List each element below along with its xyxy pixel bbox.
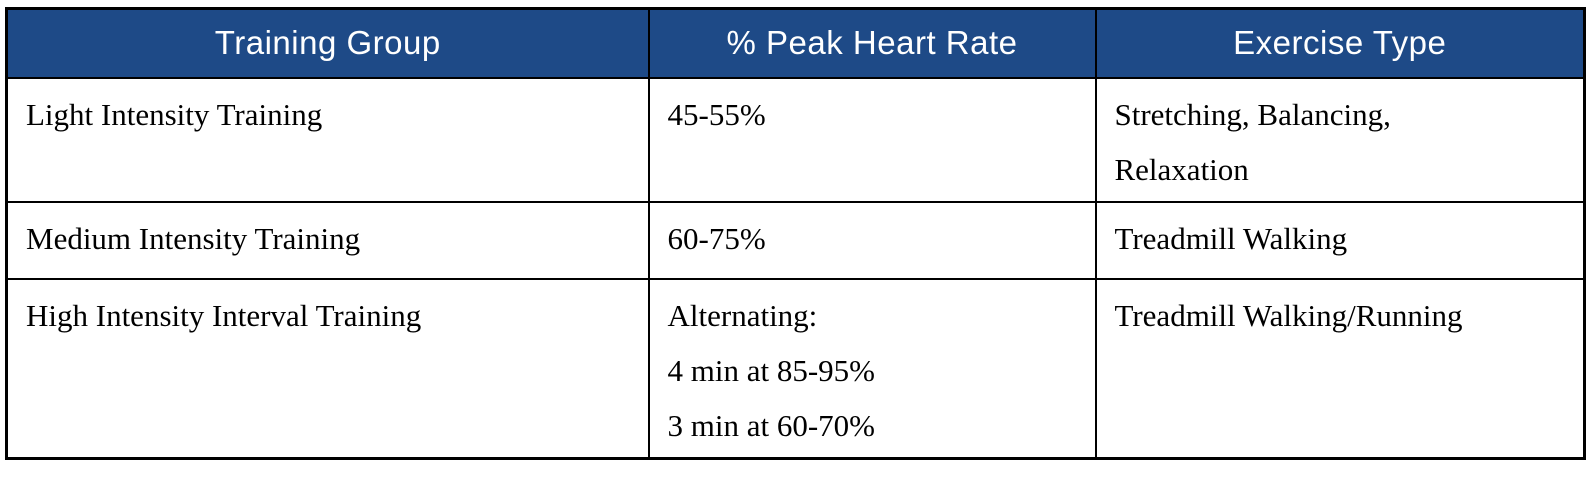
cell-medium-peak-heart-rate: 60-75%: [647, 200, 1097, 280]
cell-light-peak-heart-rate: 45-55%: [647, 76, 1097, 203]
cell-light-exercise-type: Stretching, Balancing, Relaxation: [1094, 76, 1586, 203]
table-row-high-intensity: High Intensity Interval Training Alterna…: [5, 277, 1586, 459]
cell-light-training-group: Light Intensity Training: [5, 76, 650, 203]
header-cell-peak-heart-rate: % Peak Heart Rate: [647, 7, 1097, 79]
header-cell-training-group: Training Group: [5, 7, 650, 79]
training-intensity-table: Training Group % Peak Heart Rate Exercis…: [5, 7, 1586, 460]
cell-high-exercise-type: Treadmill Walking/Running: [1094, 277, 1586, 459]
header-row: Training Group % Peak Heart Rate Exercis…: [5, 7, 1586, 79]
cell-high-peak-heart-rate: Alternating: 4 min at 85-95% 3 min at 60…: [647, 277, 1097, 459]
header-cell-exercise-type: Exercise Type: [1094, 7, 1586, 79]
cell-medium-exercise-type: Treadmill Walking: [1094, 200, 1586, 280]
table-row-light-intensity: Light Intensity Training 45-55% Stretchi…: [5, 76, 1586, 203]
table-row-medium-intensity: Medium Intensity Training 60-75% Treadmi…: [5, 200, 1586, 280]
cell-high-training-group: High Intensity Interval Training: [5, 277, 650, 459]
cell-medium-training-group: Medium Intensity Training: [5, 200, 650, 280]
